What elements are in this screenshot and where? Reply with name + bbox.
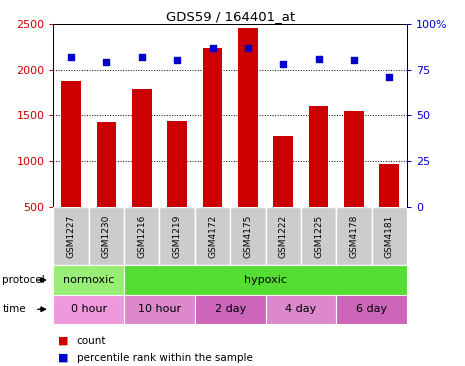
Bar: [344, 111, 364, 253]
Text: ■: ■: [58, 353, 69, 363]
Bar: [97, 122, 116, 253]
Point: [103, 59, 110, 65]
Point: [67, 54, 75, 60]
Bar: [132, 89, 152, 253]
Bar: [230, 207, 266, 265]
Bar: [53, 295, 124, 324]
Bar: [309, 106, 328, 253]
Text: protocol: protocol: [2, 275, 45, 285]
Point: [350, 57, 358, 63]
Text: 2 day: 2 day: [214, 304, 246, 314]
Bar: [301, 207, 336, 265]
Text: time: time: [2, 304, 26, 314]
Text: percentile rank within the sample: percentile rank within the sample: [77, 353, 252, 363]
Bar: [159, 207, 195, 265]
Text: GSM1227: GSM1227: [66, 214, 76, 258]
Text: ■: ■: [58, 336, 69, 346]
Point: [315, 56, 322, 61]
Text: GSM1225: GSM1225: [314, 214, 323, 258]
Text: GSM4181: GSM4181: [385, 214, 394, 258]
Text: 10 hour: 10 hour: [138, 304, 181, 314]
Text: 4 day: 4 day: [285, 304, 317, 314]
Bar: [61, 81, 81, 253]
Text: GSM4172: GSM4172: [208, 214, 217, 258]
Bar: [167, 121, 187, 253]
Bar: [89, 207, 124, 265]
Bar: [203, 49, 222, 253]
Point: [173, 57, 181, 63]
Point: [385, 74, 393, 80]
Text: count: count: [77, 336, 106, 346]
Bar: [372, 207, 407, 265]
Text: GSM1216: GSM1216: [137, 214, 146, 258]
Bar: [379, 164, 399, 253]
Bar: [273, 136, 293, 253]
Bar: [124, 265, 407, 295]
Text: 6 day: 6 day: [356, 304, 387, 314]
Bar: [195, 295, 266, 324]
Text: hypoxic: hypoxic: [244, 275, 287, 285]
Text: normoxic: normoxic: [63, 275, 114, 285]
Bar: [124, 295, 195, 324]
Text: GSM4175: GSM4175: [243, 214, 252, 258]
Bar: [53, 265, 124, 295]
Bar: [124, 207, 159, 265]
Text: GSM1219: GSM1219: [173, 214, 182, 258]
Bar: [336, 207, 372, 265]
Text: GSM1230: GSM1230: [102, 214, 111, 258]
Bar: [266, 207, 301, 265]
Point: [279, 61, 287, 67]
Text: GSM4178: GSM4178: [349, 214, 359, 258]
Text: GSM1222: GSM1222: [279, 214, 288, 258]
Bar: [336, 295, 407, 324]
Point: [244, 45, 252, 51]
Point: [138, 54, 146, 60]
Bar: [238, 28, 258, 253]
Title: GDS59 / 164401_at: GDS59 / 164401_at: [166, 10, 295, 23]
Bar: [266, 295, 336, 324]
Bar: [53, 207, 89, 265]
Bar: [195, 207, 230, 265]
Text: 0 hour: 0 hour: [71, 304, 107, 314]
Point: [209, 45, 216, 51]
